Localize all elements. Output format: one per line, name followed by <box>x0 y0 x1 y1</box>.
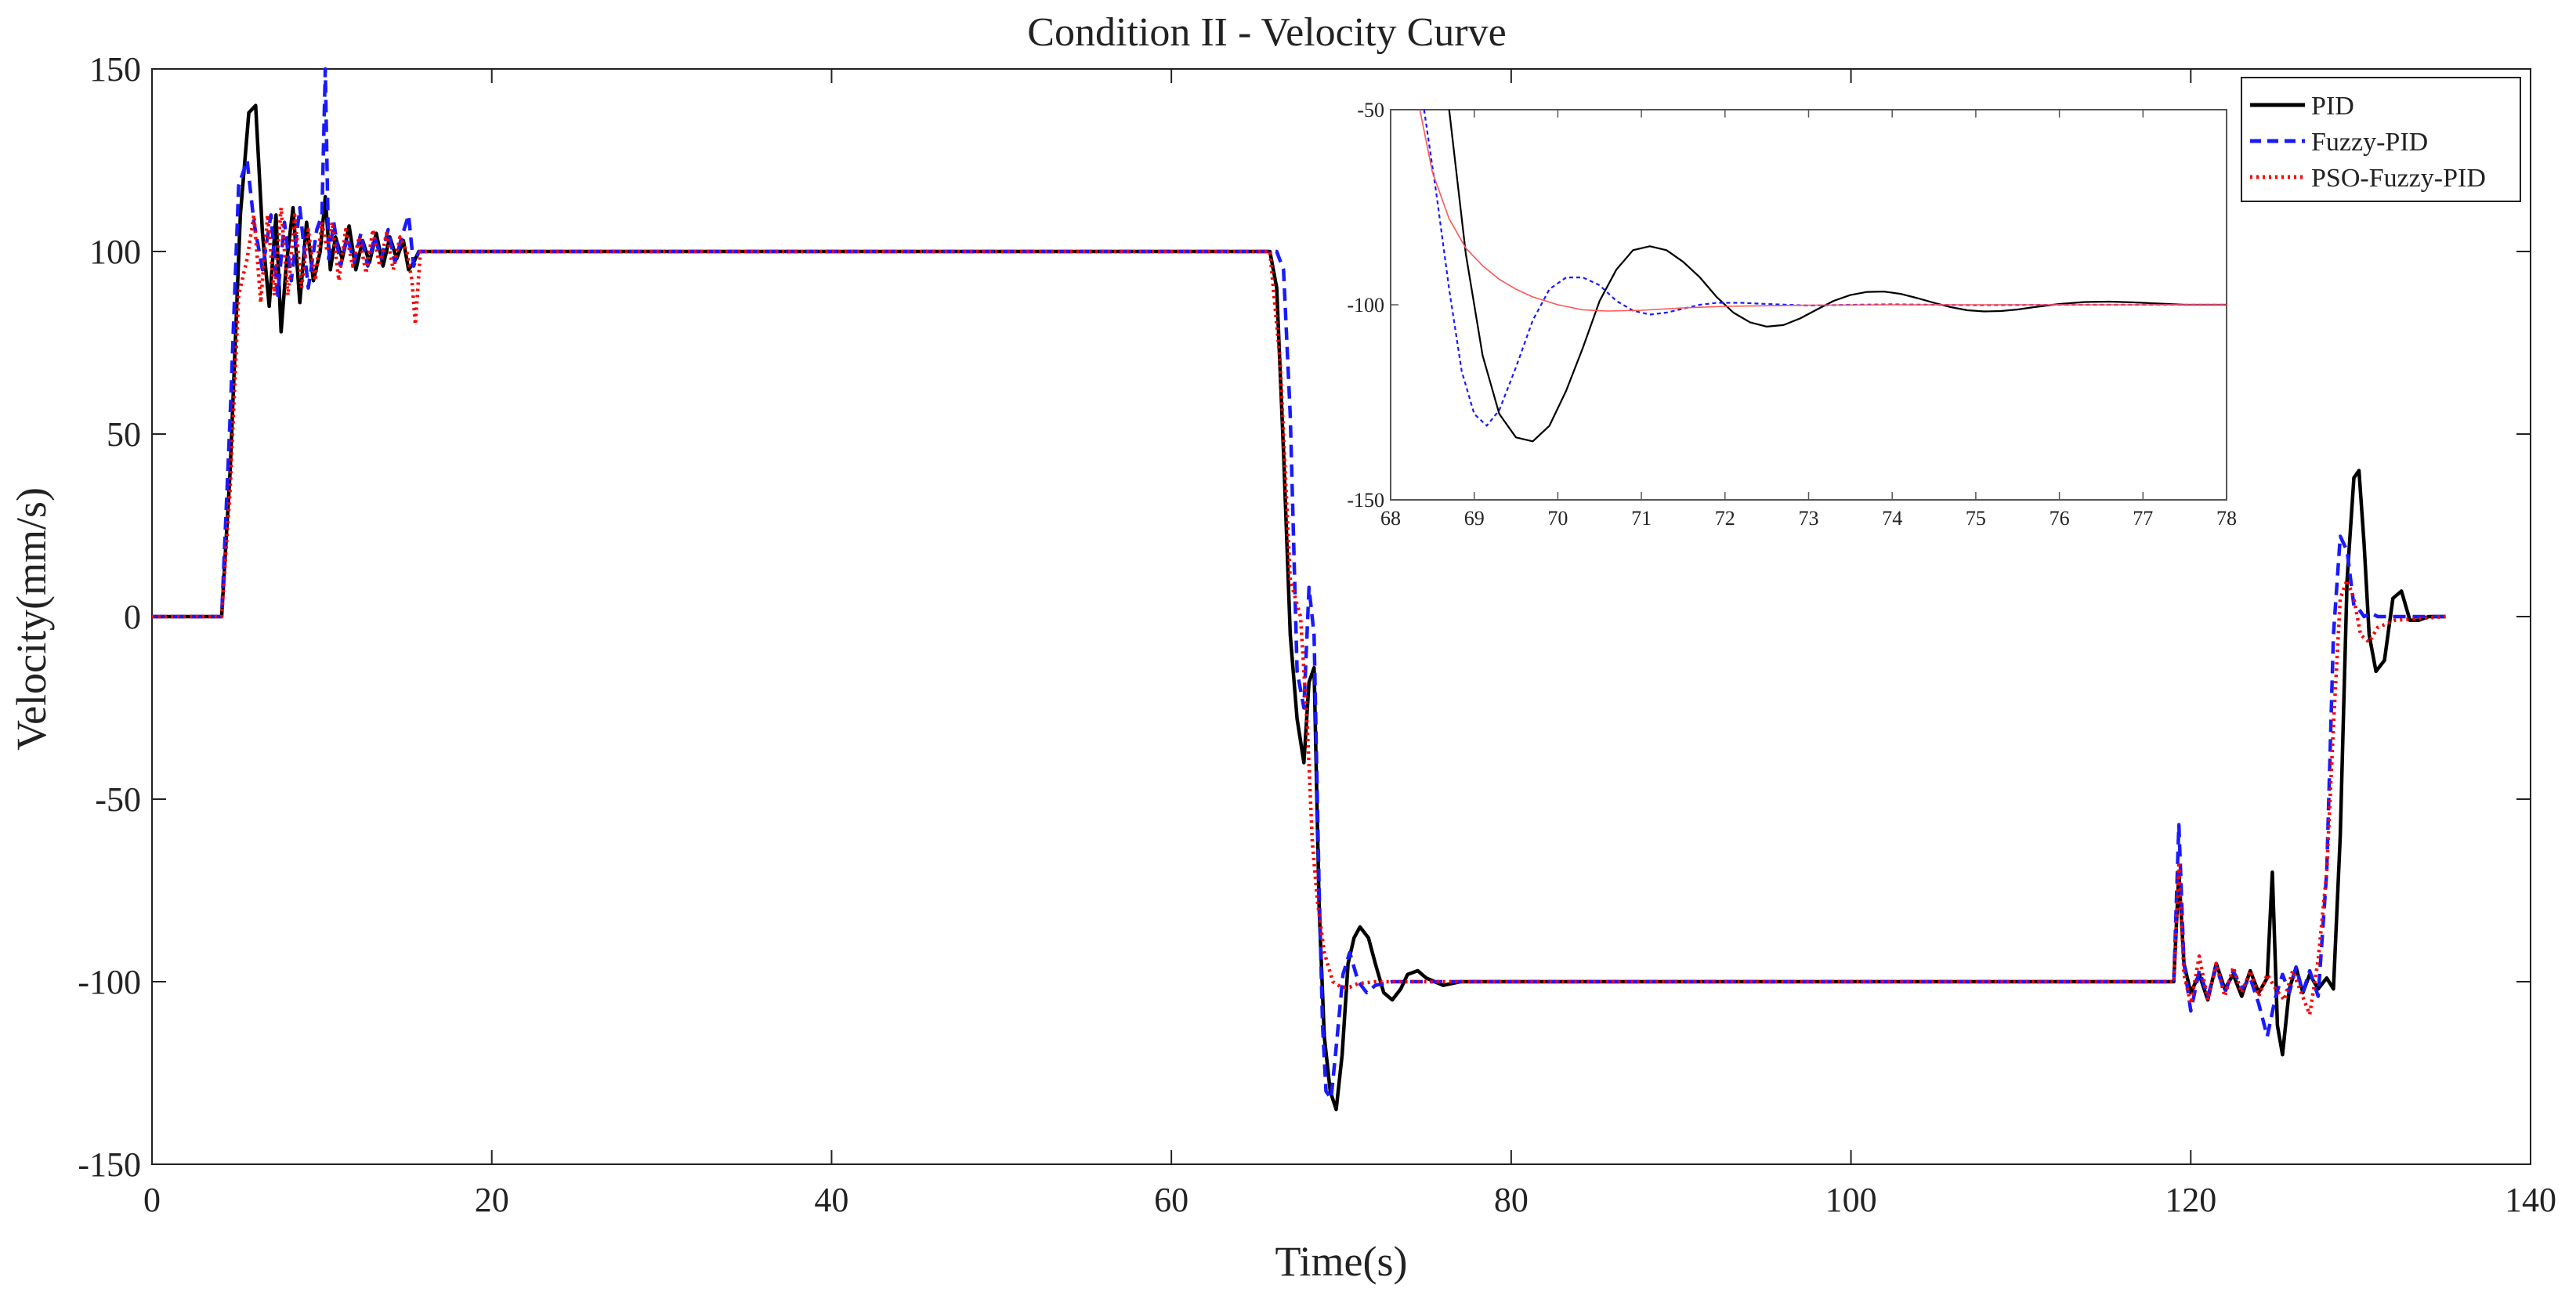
inset-x-tick-label: 70 <box>1547 507 1568 530</box>
inset-y-tick-label: -100 <box>1347 294 1384 317</box>
y-tick-label: 0 <box>124 598 141 636</box>
inset-y-tick-label: -50 <box>1357 99 1384 121</box>
inset-x-tick-label: 75 <box>1966 507 1986 530</box>
legend: PID Fuzzy-PID PSO-Fuzzy-PID <box>2241 77 2521 202</box>
main-series-lines <box>152 67 2446 1112</box>
inset-y-tick-label: -150 <box>1347 489 1384 512</box>
x-tick-label: 0 <box>143 1181 161 1219</box>
chart-title: Condition II - Velocity Curve <box>1027 10 1506 55</box>
y-axis-label: Velocity(mm/s) <box>8 487 55 751</box>
inset-series-lines <box>1419 110 2227 443</box>
x-tick-label: 20 <box>475 1181 509 1219</box>
inset-x-tick-label: 69 <box>1464 507 1485 530</box>
y-tick-label: 150 <box>89 50 141 89</box>
legend-label-fuzzy-pid: Fuzzy-PID <box>2311 128 2428 157</box>
x-tick-label: 40 <box>814 1181 848 1219</box>
legend-label-pso-fuzzy-pid: PSO-Fuzzy-PID <box>2311 164 2486 193</box>
y-tick-label: -50 <box>95 780 141 819</box>
y-tick-label: -100 <box>78 963 141 1001</box>
inset-zoom-plot: 68 69 70 71 72 73 74 75 76 77 78 -50 -100 -150 <box>1347 99 2237 530</box>
x-axis-label: Time(s) <box>1275 1238 1407 1285</box>
inset-series-line-pso-fuzzy-pid <box>1419 110 2227 312</box>
y-tick-label: 50 <box>107 415 141 454</box>
inset-x-tick-label: 73 <box>1799 507 1819 530</box>
series-line-fuzzy-pid <box>152 67 2446 1101</box>
inset-x-tick-label: 78 <box>2216 507 2237 530</box>
inset-x-tick-label: 68 <box>1380 507 1401 530</box>
main-axis-ticks: 0 20 40 60 80 100 120 140 150 100 50 0 -50 -100 -150 <box>78 50 2556 1219</box>
y-tick-label: -150 <box>78 1145 141 1184</box>
x-tick-label: 100 <box>1825 1181 1877 1219</box>
x-tick-label: 120 <box>2165 1181 2216 1219</box>
x-tick-label: 80 <box>1494 1181 1529 1219</box>
inset-x-tick-label: 77 <box>2133 507 2153 530</box>
x-tick-label: 60 <box>1154 1181 1189 1219</box>
series-line-pso-fuzzy-pid <box>152 205 2446 1017</box>
inset-x-tick-label: 74 <box>1882 507 1902 530</box>
legend-label-pid: PID <box>2311 92 2354 121</box>
inset-x-tick-label: 72 <box>1715 507 1735 530</box>
x-tick-label: 140 <box>2505 1181 2556 1219</box>
inset-series-line-pid <box>1448 110 2227 443</box>
inset-x-tick-label: 71 <box>1631 507 1652 530</box>
y-tick-label: 100 <box>89 233 141 271</box>
inset-axis-ticks: 68 69 70 71 72 73 74 75 76 77 78 -50 -100 -150 <box>1347 99 2237 530</box>
inset-x-tick-label: 76 <box>2050 507 2070 530</box>
